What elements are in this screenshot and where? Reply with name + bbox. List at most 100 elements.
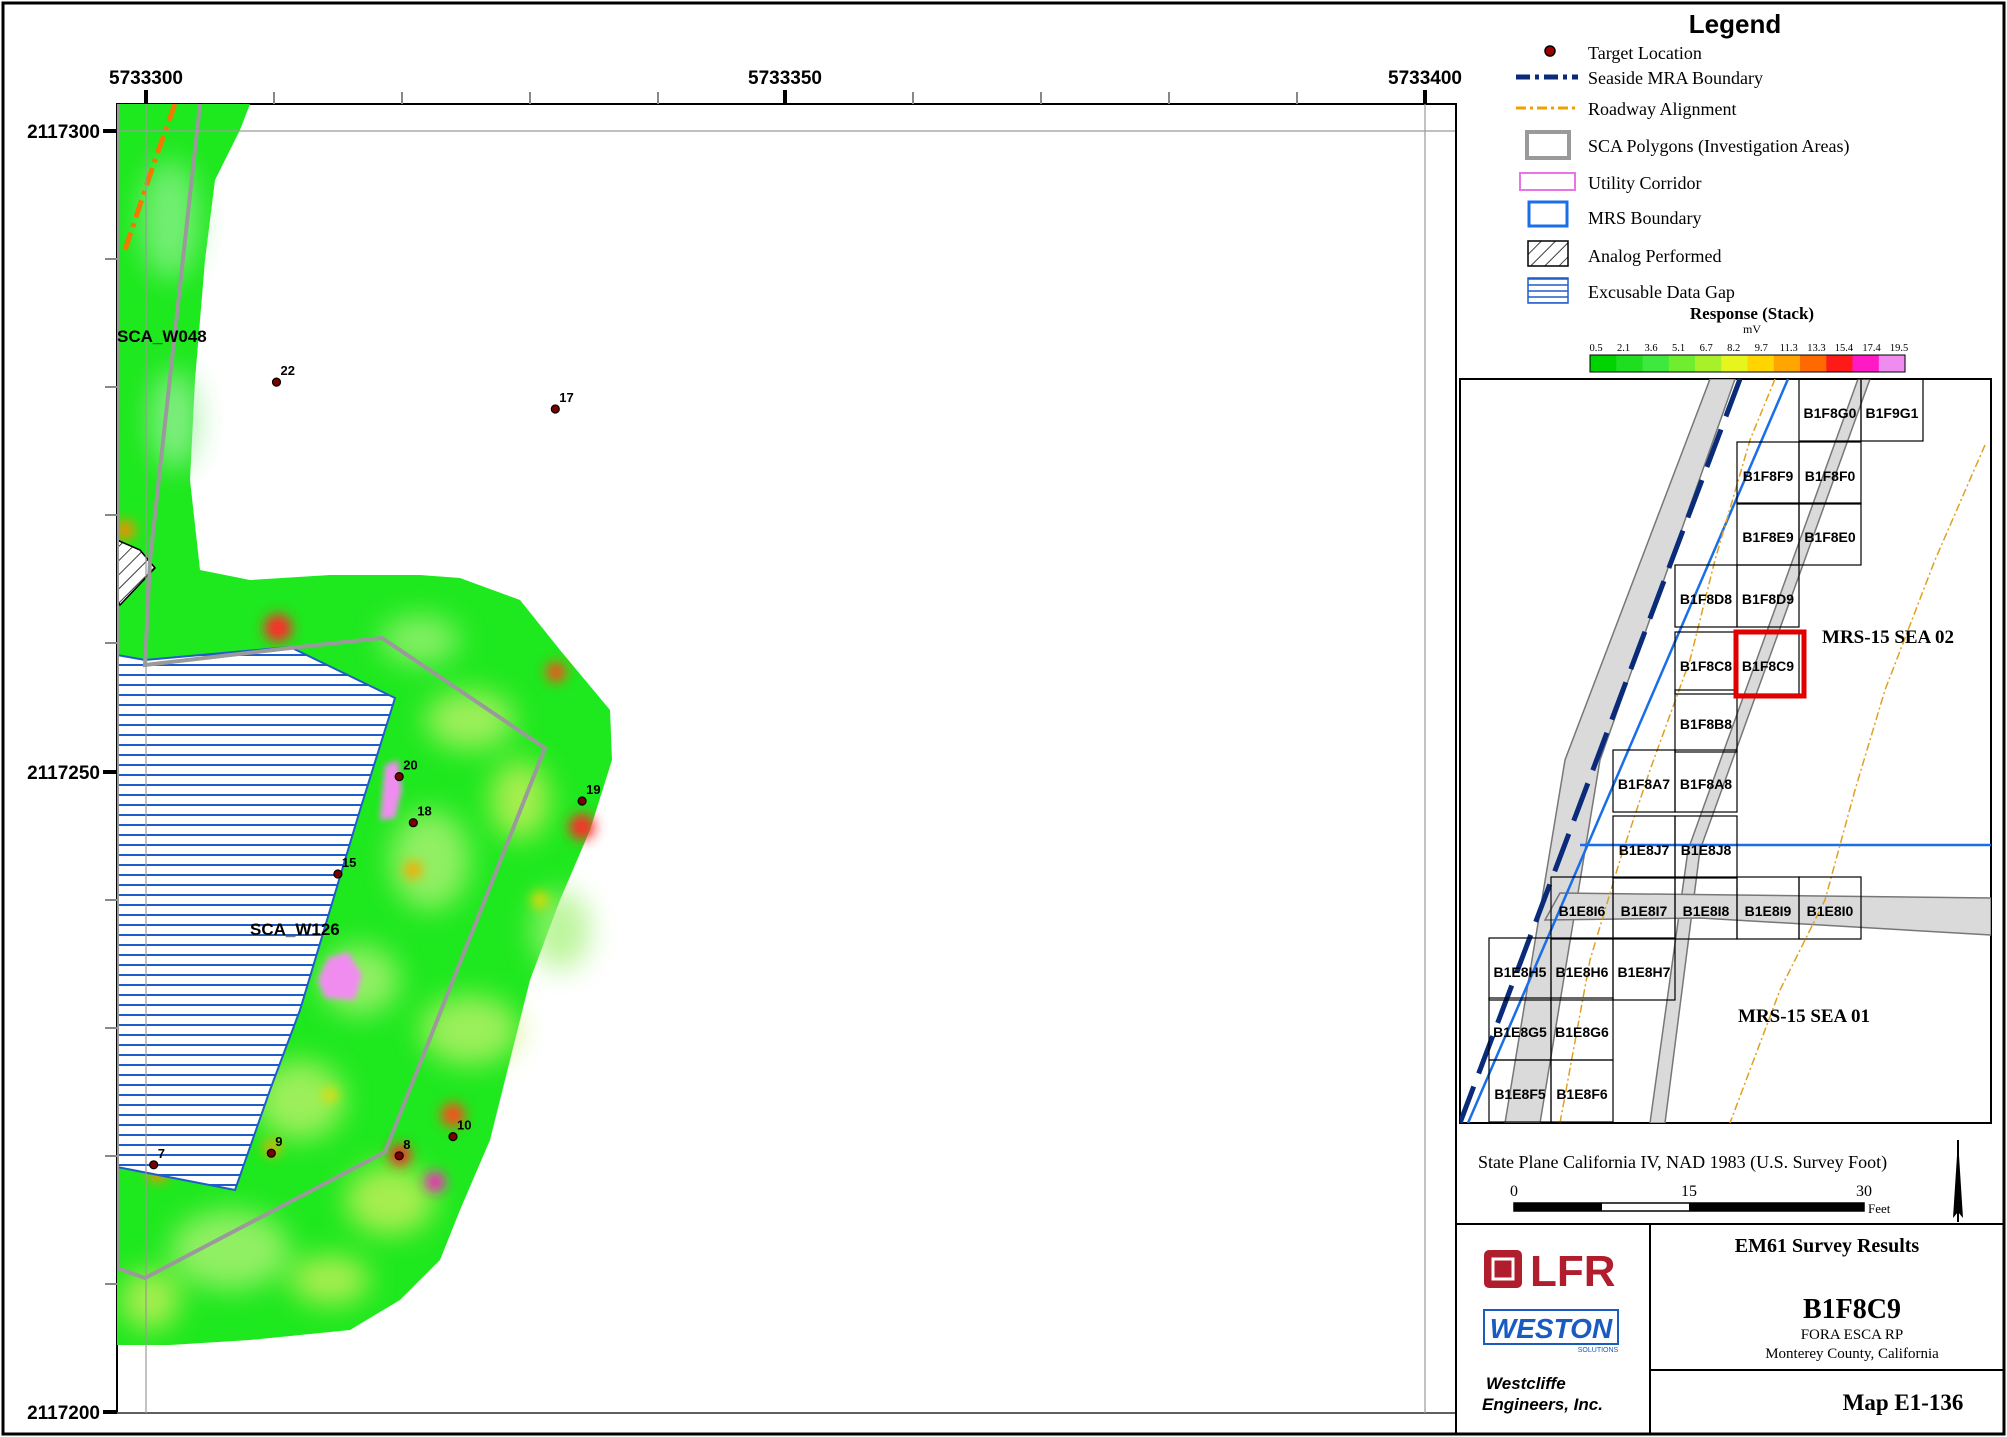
grid-cell[interactable] xyxy=(1798,876,1862,940)
scale-label: 19.5 xyxy=(1890,343,1908,354)
grid-cell-label: B1E8J8 xyxy=(1681,842,1732,858)
utility-corridor-icon xyxy=(1519,172,1576,191)
scale-value: 0 xyxy=(1510,1183,1518,1200)
grid-cell-label: B1E8G6 xyxy=(1555,1024,1609,1040)
grid-cell-label: B1E8I8 xyxy=(1683,903,1730,919)
target-location-icon[interactable] xyxy=(149,1160,159,1170)
scale-label: 8.2 xyxy=(1727,343,1740,354)
target-location-icon[interactable] xyxy=(577,796,587,806)
analog-performed xyxy=(117,539,157,607)
grid-cell-label: B1E8F6 xyxy=(1556,1086,1608,1102)
weston-logo-sub: SOLUTIONS xyxy=(1578,1347,1619,1354)
y-tick-label: 2117300 xyxy=(27,122,100,143)
legend-item: MRS Boundary xyxy=(1588,208,1702,228)
scale-swatch xyxy=(1826,355,1854,372)
grid-cell-label: B1E8H6 xyxy=(1556,964,1609,980)
target-label: 22 xyxy=(281,363,295,378)
scale-swatch xyxy=(1695,355,1722,372)
target-label: 15 xyxy=(342,855,356,870)
grid-cell[interactable] xyxy=(1674,689,1738,753)
road-corridor xyxy=(1504,379,1736,1123)
target-location-icon[interactable] xyxy=(394,771,404,782)
legend-item: Utility Corridor xyxy=(1588,173,1702,193)
target-location-icon[interactable] xyxy=(394,1151,404,1161)
scalebar: 0 15 30 Feet xyxy=(1510,1183,1891,1216)
grid-id: B1F8C9 xyxy=(1803,1294,1901,1325)
sca-label: SCA_W126 xyxy=(250,920,340,939)
target-label: 20 xyxy=(403,758,417,773)
scale-label: 6.7 xyxy=(1700,343,1713,354)
grid-cell-label: B1E8H5 xyxy=(1494,964,1547,980)
selected-cell-highlight xyxy=(1733,629,1807,699)
target-label: 10 xyxy=(457,1118,471,1133)
grid-cell[interactable] xyxy=(1674,815,1738,879)
target-location-icon[interactable] xyxy=(408,818,418,828)
grid-cell[interactable] xyxy=(1736,564,1800,628)
legend: Legend Target Location Seaside MRA Bound… xyxy=(1516,9,1908,373)
target-label: 8 xyxy=(403,1137,410,1152)
scale-label: 0.5 xyxy=(1589,343,1602,354)
scale-label: 3.6 xyxy=(1645,343,1658,354)
legend-title: Legend xyxy=(1689,9,1781,39)
grid-cell-label: B1E8F5 xyxy=(1494,1086,1546,1102)
target-location-icon[interactable] xyxy=(271,377,282,387)
scale-swatch xyxy=(1800,355,1827,372)
excusable-data-gap xyxy=(117,645,397,1192)
scale-label: 5.1 xyxy=(1672,343,1685,354)
target-location-icon[interactable] xyxy=(266,1148,276,1158)
x-tick-label: 5733350 xyxy=(748,68,822,89)
sca-polygon-icon xyxy=(1525,130,1571,160)
lfr-logo-text: LFR xyxy=(1530,1247,1616,1296)
scale-swatch xyxy=(1852,355,1880,372)
scale-label: 17.4 xyxy=(1862,343,1881,354)
grid-cell[interactable] xyxy=(1860,379,1924,442)
target-location-icon[interactable] xyxy=(448,1131,458,1142)
grid-cell-label: B1F8F9 xyxy=(1743,468,1794,484)
grid-cell-label: B1E8I7 xyxy=(1621,903,1668,919)
title-block: LFR WESTON SOLUTIONS Westcliffe Engineer… xyxy=(1456,1223,2004,1434)
grid-cells: B1F8G0 B1F9G1 B1F8F9 B1F8F0 B1F8E9 B1F8E0 B1F8… xyxy=(1488,379,1924,1123)
mrs-boundary xyxy=(1466,379,1790,1123)
lfr-logo-icon xyxy=(1484,1250,1522,1288)
y-tick-label: 2117250 xyxy=(27,763,100,784)
roadway xyxy=(1559,379,1776,1123)
target-locations[interactable]: 22 17 20 19 18 15 10 9 8 7 xyxy=(149,363,601,1170)
scale-swatch xyxy=(1747,355,1775,372)
grid-cell-label: B1F8A7 xyxy=(1618,776,1670,792)
scale-label: 15.4 xyxy=(1835,343,1854,354)
scale-swatch xyxy=(1616,355,1644,372)
grid-cell[interactable] xyxy=(1798,441,1862,505)
target-location-icon[interactable] xyxy=(550,404,560,414)
x-tick-label: 5733400 xyxy=(1388,68,1462,89)
scale-swatch xyxy=(1773,355,1801,372)
roadway xyxy=(1729,444,1986,1123)
mra-boundary xyxy=(1460,379,1743,1123)
grid-cell[interactable] xyxy=(1612,937,1676,1001)
scale-label: 9.7 xyxy=(1755,343,1768,354)
grid-cell[interactable] xyxy=(1674,749,1738,813)
target-label: 9 xyxy=(275,1134,282,1149)
index-map[interactable]: B1F8G0 B1F9G1 B1F8F9 B1F8F0 B1F8E9 B1F8E0 B1F8… xyxy=(1459,378,1992,1124)
grid-cell-label: B1F8G0 xyxy=(1804,405,1857,421)
y-major-ticks xyxy=(103,129,117,1414)
target-label: 7 xyxy=(158,1146,165,1161)
x-tick-label: 5733300 xyxy=(109,68,183,89)
main-map[interactable]: 5733300 5733350 5733400 2117300 2117250 … xyxy=(27,68,1462,1424)
target-location-icon[interactable] xyxy=(333,869,343,879)
survey-title: EM61 Survey Results xyxy=(1735,1235,1920,1257)
grid-cell-label: B1F8B8 xyxy=(1680,716,1732,732)
grid-cell-label: B1E8H7 xyxy=(1618,964,1671,980)
grid-cell-label: B1F8E0 xyxy=(1804,529,1856,545)
coord-grid xyxy=(117,104,1456,1414)
response-title: Response (Stack) xyxy=(1690,304,1814,323)
y-tick-label: 2117200 xyxy=(27,1403,100,1424)
grid-cell-label: B1F8E9 xyxy=(1742,529,1794,545)
grid-cell-label: B1F8D8 xyxy=(1680,591,1732,607)
scale-value: 15 xyxy=(1681,1183,1697,1200)
mrs-boundary-icon xyxy=(1527,200,1569,228)
grid-cell[interactable] xyxy=(1798,502,1862,566)
grid-cell[interactable] xyxy=(1550,1059,1614,1123)
county-name: Monterey County, California xyxy=(1765,1346,1939,1362)
legend-item: Excusable Data Gap xyxy=(1588,282,1735,302)
grid-cell-label: B1F8F0 xyxy=(1805,468,1856,484)
